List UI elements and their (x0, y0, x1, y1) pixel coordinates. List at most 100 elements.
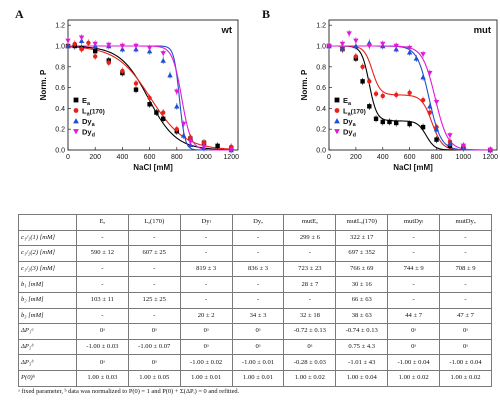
table-cell: 0ᵃ (439, 323, 492, 340)
legend-label: Dya (343, 117, 357, 128)
table-cell: - (387, 229, 441, 247)
data-point (373, 116, 379, 121)
data-point (427, 110, 432, 115)
table-cell: -0.74 ± 0.13 (335, 323, 389, 340)
legend-marker (334, 118, 340, 124)
x-tick-label: 1000 (196, 154, 212, 161)
table-cell: -0.72 ± 0.13 (283, 323, 337, 340)
table-cell: -1.00 ± 0.04 (439, 354, 492, 371)
table-row: ΔP₁ᵃ 0ᵃ 0ᵃ 0ᵃ 0ᵃ -0.72 ± 0.13 -0.74 ± 0.13 0ᵃ 0ᵃ (18, 323, 492, 340)
table-cell: - (127, 276, 181, 293)
table-row-label: P(0)ᵇ (18, 369, 77, 387)
table-cell: 0ᵃ (231, 323, 285, 340)
data-point (406, 49, 413, 55)
data-point (79, 46, 84, 52)
table-cell: - (127, 229, 181, 247)
data-point (161, 110, 166, 115)
x-tick-label: 1200 (223, 154, 239, 161)
x-tick-label: 1000 (456, 154, 472, 161)
figure-canvas: Awt 0 200 400 600 800 1000 1200 0.0 0.2 0.4 0.6 0.8 1… (15, 7, 498, 172)
y-tick-label: 1.0 (316, 44, 326, 51)
table-cell: 0ᵃ (179, 323, 233, 340)
table-column-header: mutDyₗ (387, 214, 441, 231)
data-point (228, 147, 234, 153)
table-row-label: c₁/₂(3) [mM] (18, 260, 77, 278)
data-point (373, 91, 379, 97)
data-point (106, 42, 112, 48)
data-point (78, 35, 85, 41)
data-point (367, 79, 372, 84)
table-cell: - (231, 229, 285, 247)
table-cell: 708 ± 9 (439, 260, 492, 278)
data-point (65, 38, 71, 44)
table-cell: 47 ± 7 (439, 307, 492, 325)
data-point (133, 81, 139, 86)
plot-frame (67, 19, 239, 151)
y-tick-label: 1.2 (316, 23, 326, 30)
table-cell: -1.00 ± 0.01 (231, 354, 285, 371)
table-cell: - (231, 276, 285, 293)
table-cell: 766 ± 69 (335, 260, 389, 278)
data-point (434, 137, 439, 142)
table-cell: 0ᵃ (231, 338, 285, 356)
table-column-header: Lₐ(170) (127, 214, 181, 231)
table-cell: - (127, 307, 181, 325)
table-cell: 0ᵃ (127, 354, 181, 371)
data-point (215, 143, 220, 149)
y-tick-label: 1.2 (55, 23, 65, 30)
table-footnote: ᵃ fixed parameter, ᵇ data was normalized… (18, 388, 240, 395)
table-cell: - (387, 291, 441, 309)
data-point (326, 43, 332, 49)
x-tick-label: 600 (404, 154, 416, 161)
table-cell: 0ᵃ (127, 323, 181, 340)
legend-label: La(170) (343, 107, 366, 118)
table-cell: -1.01 ± 43 (335, 354, 389, 371)
table-cell: - (179, 291, 233, 309)
table-cell: - (75, 229, 129, 247)
plot-title: mut (474, 25, 492, 36)
table-cell: 1.00 ± 0.04 (335, 369, 389, 387)
data-point (106, 60, 112, 65)
table-cell: -1.00 ± 0.07 (127, 338, 181, 356)
panel-letter: B (262, 7, 270, 21)
y-tick-label: 0.0 (55, 148, 65, 155)
data-point (133, 87, 139, 92)
table-cell: 819 ± 3 (179, 260, 233, 278)
table-row: c₁/₂(3) [mM] - -819 ± 3 836 ± 3 723 ± 23 766 … (18, 260, 492, 278)
data-point (161, 116, 166, 121)
table-cell: 38 ± 63 (335, 307, 389, 325)
data-point (387, 119, 392, 125)
table-cell: 0ᵃ (179, 338, 233, 356)
data-point (420, 74, 426, 80)
data-point (188, 135, 193, 140)
legend-marker (334, 97, 340, 103)
plot-title: wt (220, 25, 232, 36)
data-point (201, 140, 207, 145)
x-tick-label: 0 (327, 154, 331, 161)
x-tick-label: 400 (377, 154, 389, 161)
table-cell: - (179, 245, 233, 262)
table-cell: -1.00 ± 0.04 (387, 354, 441, 371)
data-point (353, 54, 359, 59)
table-cell: 0ᵃ (387, 338, 441, 356)
table-cell: - (231, 245, 285, 262)
table-header-row: Eₐ Lₐ(170) Dyₗ Dyₔ mutEₐ mutLₐ(170) mutDyₗ mutD… (18, 214, 492, 231)
y-tick-label: 0.4 (55, 106, 65, 113)
table-cell: 125 ± 25 (127, 291, 181, 309)
legend-marker (73, 129, 79, 135)
table-cell: - (439, 245, 492, 262)
panel-a-chart: Awt 0 200 400 600 800 1000 1200 0.0 0.2 0.4 0.6 0.8 1… (15, 7, 239, 172)
table-cell: - (439, 291, 492, 309)
table-row: b₁ [mM] - - - -28 ± 7 30 ± 16- - (18, 276, 492, 293)
plot-frame (328, 19, 498, 151)
data-point (147, 102, 152, 107)
y-axis-label: Norm. P (39, 69, 48, 100)
table-column-header: mutLₐ(170) (335, 214, 389, 231)
table-corner-cell (18, 214, 77, 231)
table-cell: 590 ± 12 (75, 245, 129, 262)
table-row-label: ΔP₂ᵇ (18, 338, 77, 356)
data-point (86, 40, 91, 46)
y-tick-label: 0.2 (55, 127, 65, 134)
data-point (353, 38, 359, 44)
